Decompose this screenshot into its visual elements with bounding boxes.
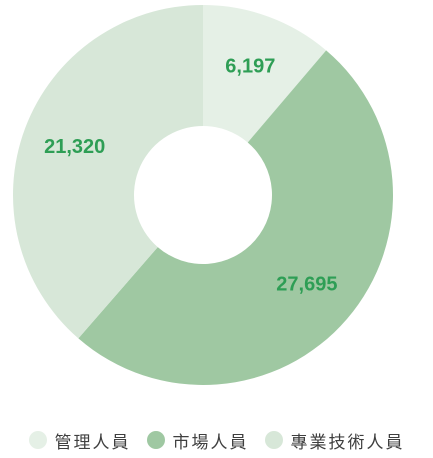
donut-slice-marketing[interactable] [78,50,393,385]
legend-item-technical[interactable]: 專業技術人員 [264,428,405,453]
chart-legend: 管理人員 市場人員 專業技術人員 [0,426,433,454]
donut-chart: 6,197 27,695 21,320 [13,5,393,385]
donut-slice-technical[interactable] [13,5,203,339]
value-label-technical: 21,320 [44,136,105,158]
donut-value-labels: 6,197 27,695 21,320 [44,55,337,295]
legend-label-management: 管理人員 [54,432,131,453]
legend-item-marketing[interactable]: 市場人員 [146,428,249,453]
legend-label-marketing: 市場人員 [172,432,249,453]
legend-label-technical: 專業技術人員 [290,432,405,453]
legend-swatch-technical [264,431,283,449]
donut-slices [13,5,393,385]
legend-item-management[interactable]: 管理人員 [28,428,131,453]
donut-slice-management[interactable] [203,5,327,143]
value-label-marketing: 27,695 [276,273,337,295]
legend-swatch-management [28,431,47,449]
value-label-management: 6,197 [225,55,275,77]
legend-swatch-marketing [146,431,165,449]
